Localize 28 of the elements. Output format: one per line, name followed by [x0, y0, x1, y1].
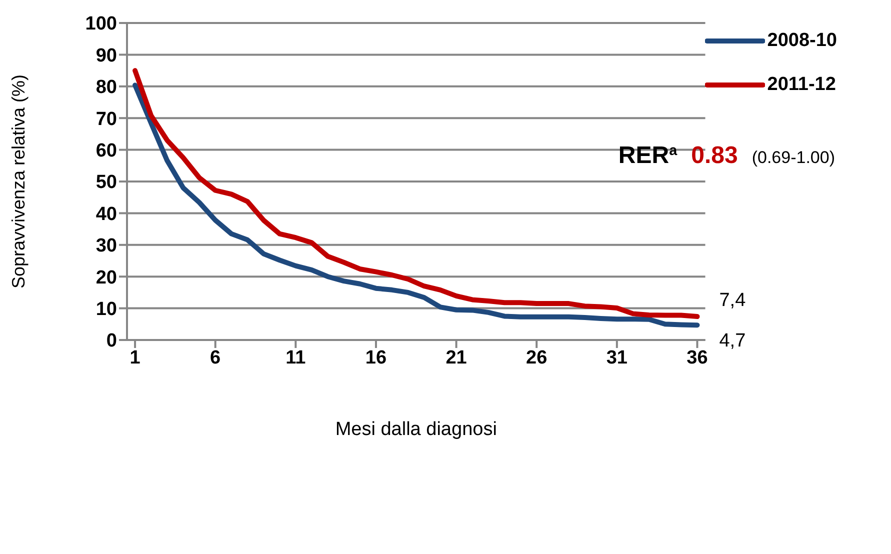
x-tick-label: 36	[686, 347, 708, 368]
annotation: 0.83	[691, 142, 738, 169]
x-tick-label: 1	[130, 347, 141, 368]
legend-label: 2011-12	[767, 74, 836, 96]
y-axis-title: Sopravvivenza relativa (%)	[8, 74, 28, 289]
annotation: 7,4	[719, 290, 746, 312]
y-tick-label: 0	[106, 330, 117, 352]
x-tick-label: 11	[286, 347, 306, 368]
text: (0.69-1.00)	[752, 148, 835, 167]
x-tick-label: 31	[606, 347, 628, 368]
y-tick-label: 60	[96, 140, 117, 162]
x-tick-label: 26	[526, 347, 548, 368]
y-tick-label: 80	[96, 77, 117, 98]
legend-label: 2008-10	[767, 30, 837, 52]
y-tick-label: 50	[96, 172, 117, 194]
y-tick-label: 40	[96, 204, 117, 225]
annotation: 4,7	[719, 330, 746, 352]
y-tick-label: 100	[85, 14, 117, 35]
x-axis-title: Mesi dalla diagnosi	[335, 419, 497, 440]
y-tick-label: 10	[96, 299, 117, 320]
x-tick-label: 16	[365, 347, 387, 368]
annotation: RER$^{a}$	[618, 142, 678, 169]
y-tick-label: 90	[96, 45, 117, 66]
x-tick-label: 6	[210, 347, 221, 368]
y-tick-label: 70	[96, 108, 117, 130]
y-tick-label: 30	[96, 236, 117, 257]
y-tick-label: 20	[96, 267, 117, 288]
x-tick-label: 21	[446, 347, 468, 368]
